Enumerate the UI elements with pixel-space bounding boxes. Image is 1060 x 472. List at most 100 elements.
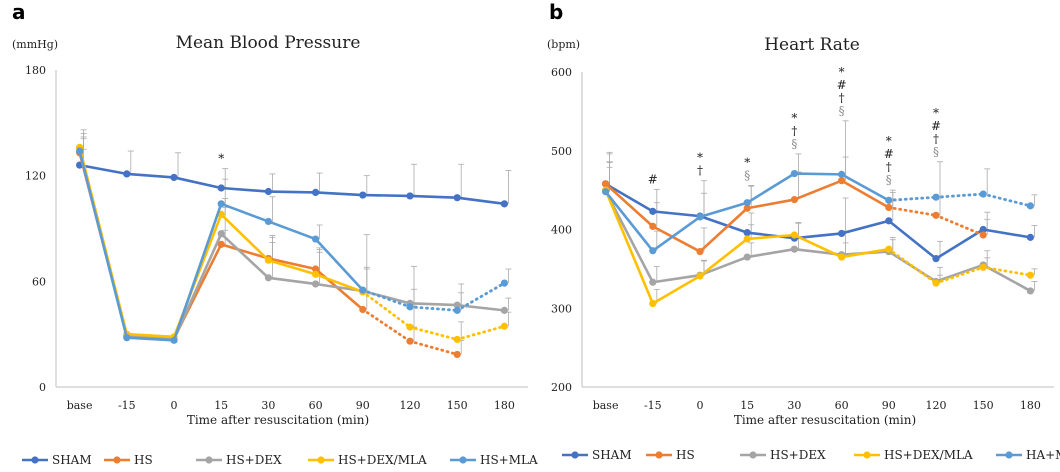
data-point: [743, 235, 751, 243]
series-line-segment: [219, 202, 270, 223]
x-tick-label: 120: [926, 399, 947, 412]
data-point: [217, 240, 225, 248]
series-line-segment: [172, 202, 223, 342]
legend-label: SHAM: [52, 453, 92, 467]
data-point: [979, 231, 987, 239]
series-line-segment: [934, 228, 985, 260]
series-line-segment: [840, 219, 891, 235]
significance-mark: †: [886, 160, 892, 174]
series-line-segment: [267, 220, 317, 241]
x-tick-label: 0: [697, 399, 704, 412]
series-line-segment: [408, 302, 459, 307]
data-point: [406, 192, 414, 200]
legend-label: HS+DEX: [770, 448, 826, 462]
x-tick-label: 30: [261, 399, 275, 412]
data-point: [743, 253, 751, 261]
data-point: [406, 303, 414, 311]
series-line-segment: [408, 194, 459, 199]
series-line-segment: [361, 290, 412, 329]
data-point: [217, 230, 225, 238]
series-line-segment: [698, 237, 749, 278]
x-tick-label: 90: [356, 399, 370, 412]
series-line-segment: [651, 273, 702, 284]
series-line-segment: [604, 182, 655, 228]
series-line-segment: [887, 219, 938, 260]
data-point: [453, 350, 461, 359]
data-point: [696, 213, 704, 221]
data-point: [743, 199, 751, 207]
significance-mark: †: [839, 91, 845, 105]
legend-swatch-marker: [205, 456, 213, 464]
series-line-segment: [267, 276, 317, 286]
series-line-segment: [981, 192, 1032, 208]
significance-mark: †: [697, 164, 703, 178]
series-line-segment: [698, 255, 749, 277]
data-point: [885, 245, 893, 253]
data-point: [264, 217, 272, 226]
series-line-segment: [934, 265, 985, 285]
series-line-segment: [455, 281, 506, 312]
x-tick-label: 150: [447, 399, 468, 412]
series-line-segment: [314, 272, 365, 294]
data-point: [885, 203, 893, 212]
x-axis-label: Time after resuscitation (min): [187, 413, 369, 427]
data-point: [264, 187, 272, 196]
series-line-segment: [267, 190, 317, 194]
x-tick-label: 60: [309, 399, 323, 412]
significance-mark: *: [886, 134, 892, 148]
data-point: [123, 334, 131, 342]
series-line-segment: [793, 179, 843, 201]
data-point: [453, 301, 461, 309]
data-point: [602, 180, 610, 188]
data-point: [500, 200, 508, 208]
data-point: [932, 279, 940, 287]
data-point: [359, 286, 367, 294]
significance-mark: #: [884, 147, 894, 161]
series-line-segment: [267, 257, 317, 271]
significance-mark: †: [933, 132, 939, 146]
chart-title: Heart Rate: [764, 35, 860, 55]
significance-mark: §: [791, 137, 797, 151]
significance-mark: §: [886, 173, 892, 187]
data-point: [312, 265, 320, 273]
legend-swatch-marker: [655, 451, 663, 459]
y-tick-label: 400: [551, 224, 572, 237]
legend-label: HS: [134, 453, 153, 467]
series-line-segment: [455, 324, 506, 341]
significance-mark: *: [218, 152, 224, 166]
y-axis-unit: (mmHg): [12, 38, 58, 51]
significance-mark: *: [697, 151, 703, 165]
data-point: [76, 147, 84, 155]
legend-label: HS+MLA: [480, 453, 538, 467]
data-point: [359, 191, 367, 199]
data-point: [979, 190, 987, 198]
data-point: [1026, 271, 1034, 279]
series-line-segment: [172, 232, 223, 341]
data-point: [649, 278, 657, 286]
legend-swatch-marker: [749, 451, 757, 459]
data-point: [932, 193, 940, 201]
series-line-segment: [361, 193, 412, 198]
data-point: [838, 229, 846, 238]
data-point: [170, 336, 178, 344]
x-axis-label: Time after resuscitation (min): [734, 413, 916, 427]
y-tick-label: 600: [551, 66, 572, 79]
chart-title: Mean Blood Pressure: [176, 33, 361, 53]
legend-label: HS+DEX/MLA: [884, 448, 973, 462]
legend-label: HS+DEX: [226, 453, 282, 467]
data-point: [500, 322, 508, 330]
data-point: [312, 270, 320, 278]
data-point: [790, 231, 799, 239]
data-point: [123, 170, 131, 178]
data-point: [838, 177, 846, 185]
series-line-segment: [981, 228, 1032, 239]
series-line-segment: [651, 274, 702, 305]
data-point: [500, 279, 508, 287]
data-point: [838, 253, 846, 261]
significance-mark: *: [744, 155, 750, 169]
data-point: [1026, 202, 1034, 210]
data-point: [696, 272, 704, 280]
significance-mark: §: [744, 168, 750, 182]
data-point: [217, 184, 225, 192]
